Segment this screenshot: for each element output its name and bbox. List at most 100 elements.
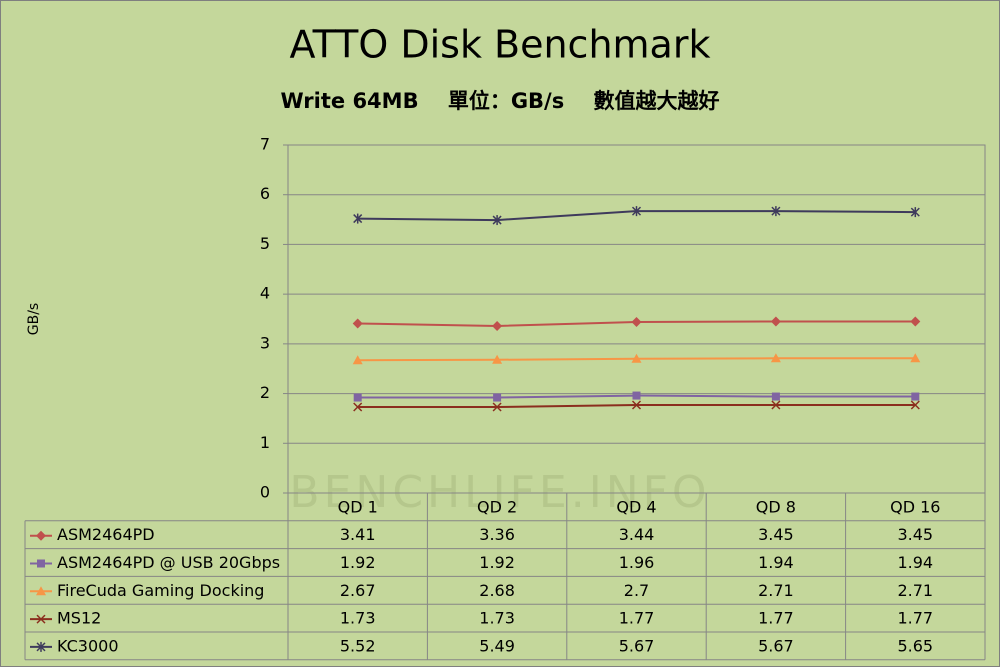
marker-part <box>353 393 362 402</box>
table-value: 2.71 <box>758 581 794 600</box>
y-tick-label: 7 <box>260 135 270 154</box>
marker-part <box>771 392 780 401</box>
marker <box>631 353 642 363</box>
marker <box>36 614 46 624</box>
table-value: 1.92 <box>340 553 376 572</box>
marker-part <box>910 353 921 363</box>
y-tick-label: 2 <box>260 383 270 402</box>
marker <box>631 206 642 217</box>
y-tick-label: 5 <box>260 234 270 253</box>
marker <box>36 641 46 652</box>
marker <box>910 353 921 363</box>
table-value: 3.45 <box>897 525 933 544</box>
marker-part <box>771 400 781 410</box>
marker <box>492 320 503 331</box>
marker-part <box>631 316 642 327</box>
y-tick-label: 4 <box>260 284 270 303</box>
marker-part <box>631 400 642 410</box>
marker <box>352 355 363 365</box>
marker <box>911 392 920 401</box>
marker <box>910 316 921 327</box>
table-value: 1.96 <box>619 553 655 572</box>
legend-label: MS12 <box>57 609 101 628</box>
table-value: 1.77 <box>897 609 933 628</box>
marker <box>353 402 363 412</box>
marker-part <box>631 353 642 363</box>
marker-part <box>36 586 46 596</box>
marker <box>631 316 642 327</box>
marker-part <box>911 392 920 401</box>
y-axis-label: GB/s <box>26 303 42 335</box>
marker <box>492 354 503 364</box>
marker <box>771 206 781 217</box>
marker <box>632 391 641 400</box>
legend-label: ASM2464PD @ USB 20Gbps <box>57 553 280 572</box>
table-value: 2.7 <box>624 581 649 600</box>
table-value: 1.73 <box>479 609 515 628</box>
chart-title: ATTO Disk Benchmark <box>290 23 711 67</box>
table-value: 3.45 <box>758 525 794 544</box>
y-tick-label: 6 <box>260 184 270 203</box>
y-tick-label: 3 <box>260 333 270 352</box>
marker-part <box>910 316 921 327</box>
marker <box>352 318 363 329</box>
chart-subtitle: Write 64MB 單位：GB/s 數值越大越好 <box>281 89 720 113</box>
table-value: 5.65 <box>897 636 933 655</box>
marker-part <box>910 400 920 410</box>
table-value: 1.77 <box>758 609 794 628</box>
table-value: 5.67 <box>619 636 655 655</box>
table-value: 5.67 <box>758 636 794 655</box>
marker-part <box>492 402 502 412</box>
marker-part <box>37 559 45 568</box>
marker <box>353 213 363 224</box>
table-value: 5.49 <box>479 636 515 655</box>
table-value: 1.77 <box>619 609 655 628</box>
x-tick-label: QD 2 <box>477 497 517 516</box>
legend-label: FireCuda Gaming Docking <box>57 581 264 600</box>
table-value: 3.36 <box>479 525 515 544</box>
table-value: 1.73 <box>340 609 376 628</box>
marker <box>910 207 920 218</box>
y-tick-label: 1 <box>260 433 270 452</box>
marker-part <box>632 391 641 400</box>
marker <box>36 530 46 541</box>
table-value: 3.41 <box>340 525 376 544</box>
x-tick-label: QD 8 <box>756 497 796 516</box>
marker <box>771 400 781 410</box>
table-value: 1.94 <box>758 553 794 572</box>
marker-part <box>353 402 363 412</box>
table-value: 2.68 <box>479 581 515 600</box>
legend-label: ASM2464PD <box>57 525 155 544</box>
marker-part <box>770 316 781 327</box>
x-tick-label: QD 16 <box>890 497 940 516</box>
marker <box>493 393 502 402</box>
marker-part <box>492 320 503 331</box>
marker <box>631 400 642 410</box>
x-tick-label: QD 4 <box>616 497 656 516</box>
marker-part <box>352 318 363 329</box>
table-value: 1.94 <box>897 553 933 572</box>
marker <box>492 215 502 226</box>
marker-part <box>492 354 503 364</box>
table-value: 5.52 <box>340 636 376 655</box>
marker <box>492 402 502 412</box>
legend-label: KC3000 <box>57 636 119 655</box>
marker <box>37 559 45 568</box>
marker-part <box>36 530 46 541</box>
marker <box>353 393 362 402</box>
marker <box>910 400 920 410</box>
marker <box>770 353 781 363</box>
table-value: 1.92 <box>479 553 515 572</box>
x-tick-label: QD 1 <box>338 497 378 516</box>
marker-part <box>352 355 363 365</box>
marker-part <box>36 614 46 624</box>
y-tick-label: 0 <box>260 483 270 502</box>
table-value: 3.44 <box>619 525 655 544</box>
marker-part <box>770 353 781 363</box>
table-value: 2.71 <box>897 581 933 600</box>
marker-part <box>493 393 502 402</box>
marker <box>36 586 46 596</box>
table-value: 2.67 <box>340 581 376 600</box>
